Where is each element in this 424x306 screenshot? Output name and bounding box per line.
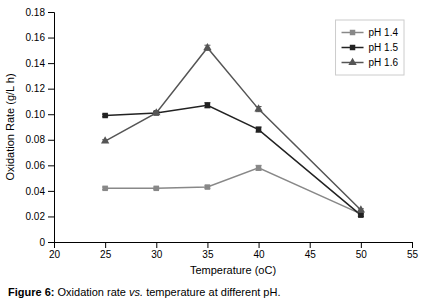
tick: 0.04 — [26, 186, 54, 197]
tick-mark — [48, 114, 54, 115]
tick-label: 40 — [254, 249, 266, 260]
tick: 0.08 — [26, 134, 54, 145]
tick: 45 — [305, 242, 317, 260]
caption-part: temperature at different pH. — [143, 286, 280, 298]
marker — [256, 165, 261, 170]
tick: 50 — [356, 242, 368, 260]
y-axis-title: Oxidation Rate (g/L h) — [4, 73, 16, 180]
tick-label: 30 — [151, 249, 163, 260]
marker — [102, 186, 107, 191]
series-line — [105, 168, 361, 214]
tick: 0 — [39, 237, 54, 248]
tick-mark — [259, 242, 260, 248]
tick-mark — [48, 140, 54, 141]
legend-label: pH 1.4 — [369, 27, 399, 38]
tick-mark — [48, 89, 54, 90]
caption-part: Figure 6: — [8, 286, 54, 298]
marker — [254, 104, 262, 111]
series — [102, 165, 364, 216]
axis-domain — [55, 243, 413, 249]
tick: 40 — [254, 242, 266, 260]
tick-mark — [48, 63, 54, 64]
caption-part: vs. — [129, 286, 143, 298]
tick-mark — [48, 191, 54, 192]
tick-label: 25 — [100, 249, 112, 260]
legend: pH 1.4 pH 1.5 pH 1.6 — [336, 20, 404, 75]
caption-part: Oxidation rate — [54, 286, 129, 298]
tick: 25 — [100, 242, 112, 260]
tick-mark — [105, 242, 106, 248]
marker — [358, 212, 363, 217]
tick: 0.06 — [26, 160, 54, 171]
tick-label: 20 — [49, 249, 61, 260]
tick-label: 0.18 — [26, 7, 46, 18]
tick-mark — [207, 242, 208, 248]
legend-marker — [348, 58, 356, 65]
caption: Figure 6: Oxidation rate vs. temperature… — [8, 286, 280, 298]
x-axis: 20 25 30 35 40 45 50 55 — [49, 242, 419, 260]
tick-mark — [156, 242, 157, 248]
legend-label: pH 1.5 — [369, 42, 399, 53]
marker — [205, 103, 210, 108]
tick-label: 0.04 — [26, 186, 46, 197]
marker — [203, 43, 211, 50]
error-bar — [204, 103, 210, 108]
series-line — [105, 48, 361, 210]
tick-label: 0.08 — [26, 134, 46, 145]
tick-label: 0.10 — [26, 109, 46, 120]
tick: 0.14 — [26, 58, 54, 69]
tick-label: 35 — [202, 249, 214, 260]
series — [101, 43, 365, 212]
tick: 0.18 — [26, 7, 54, 18]
tick-label: 50 — [356, 249, 368, 260]
tick-mark — [412, 242, 413, 248]
plot-area — [101, 43, 365, 218]
tick-label: 0.14 — [26, 58, 46, 69]
tick: 30 — [151, 242, 163, 260]
marker — [205, 184, 210, 189]
tick-label: 0.06 — [26, 160, 46, 171]
legend-item: pH 1.6 — [342, 57, 399, 68]
series — [102, 103, 364, 218]
tick: 0.16 — [26, 32, 54, 43]
x-axis-title: Temperature (oC) — [190, 264, 276, 276]
tick: 0.10 — [26, 109, 54, 120]
tick: 0.12 — [26, 83, 54, 94]
tick: 35 — [202, 242, 214, 260]
tick-mark — [48, 216, 54, 217]
tick: 20 — [49, 242, 61, 260]
y-axis: 0 0.02 0.04 0.06 0.08 0.10 0.12 0.14 0.16 0.18 — [26, 7, 55, 248]
marker — [102, 113, 107, 118]
series-line — [105, 105, 361, 215]
tick: 55 — [407, 242, 419, 260]
tick-label: 45 — [305, 249, 317, 260]
marker — [152, 108, 160, 115]
chart: 20 25 30 35 40 45 50 55 0 0.02 0.04 0.06 0.08 0.10 0.1… — [0, 0, 424, 306]
tick-mark — [48, 242, 54, 243]
tick-mark — [310, 242, 311, 248]
axis-domain — [48, 13, 55, 243]
tick-mark — [48, 12, 54, 13]
marker — [101, 136, 109, 143]
legend-label: pH 1.6 — [369, 57, 399, 68]
tick-mark — [48, 38, 54, 39]
tick-mark — [361, 242, 362, 248]
tick-label: 0.12 — [26, 83, 46, 94]
legend-item: pH 1.5 — [342, 42, 399, 53]
error-bar — [256, 127, 262, 132]
legend-marker — [350, 30, 355, 35]
tick-label: 0.02 — [26, 211, 46, 222]
legend-marker — [350, 45, 355, 50]
marker — [357, 205, 365, 212]
legend-item: pH 1.4 — [342, 27, 399, 38]
marker — [256, 127, 261, 132]
tick-mark — [48, 165, 54, 166]
error-bar — [256, 165, 262, 170]
legend-frame — [336, 20, 404, 75]
tick: 0.02 — [26, 211, 54, 222]
marker — [154, 186, 159, 191]
tick-label: 55 — [407, 249, 419, 260]
tick-label: 0 — [39, 237, 45, 248]
tick-label: 0.16 — [26, 32, 46, 43]
